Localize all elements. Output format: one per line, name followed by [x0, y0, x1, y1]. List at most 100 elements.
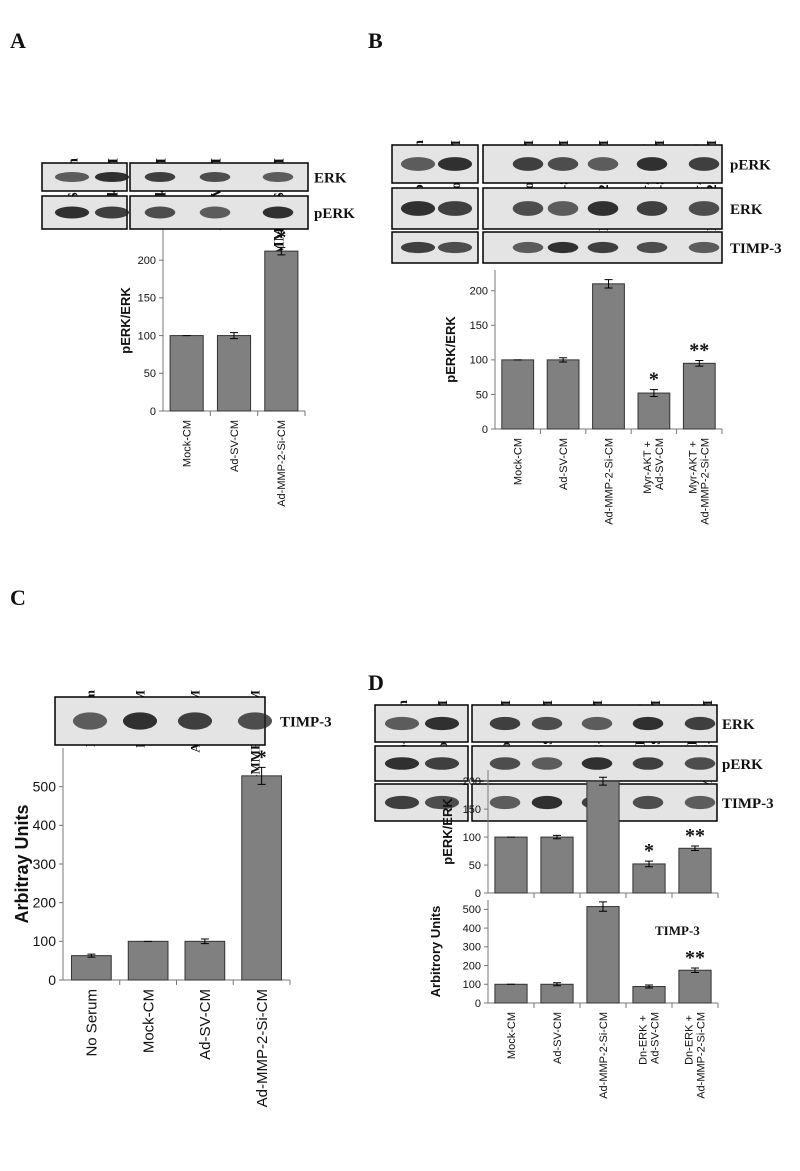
panel-letter: A: [10, 28, 26, 53]
y-tick-label: 200: [463, 776, 481, 788]
significance-mark: *: [649, 369, 659, 391]
error-bar: [553, 834, 561, 840]
y-tick-label: 0: [150, 406, 156, 418]
blot-band: [437, 157, 473, 171]
blot-band: [489, 795, 521, 810]
blot-band: [237, 712, 273, 730]
blot-label: ERK: [314, 170, 347, 186]
bar: [586, 906, 620, 1004]
x-tick-label: Ad-SV-CM: [229, 420, 241, 472]
bar: [632, 863, 666, 894]
y-axis-label: Arbitray Units: [12, 804, 32, 923]
x-tick-label: Ad-MMP-2-Si-CM: [603, 438, 615, 525]
x-tick-label: Dn-ERK + Ad-SV-CM: [637, 1012, 661, 1065]
y-axis-label: pERK/ERK: [443, 316, 458, 383]
blot-label: TIMP-3: [722, 796, 774, 812]
error-bar: [257, 766, 266, 785]
y-tick-label: 200: [470, 286, 488, 298]
blot-band: [587, 241, 619, 254]
blot-band: [262, 206, 294, 219]
error-bar: [200, 938, 209, 945]
panel-letter: B: [368, 28, 383, 53]
significance-mark: *: [257, 746, 267, 768]
blot-band: [636, 201, 668, 216]
blot-band: [489, 716, 521, 731]
bar: [241, 775, 282, 981]
y-axis-label: pERK/ERK: [118, 287, 133, 354]
blot-label: ERK: [722, 717, 755, 733]
x-tick-label: Mock-CM: [140, 989, 157, 1053]
blot-band: [688, 201, 720, 216]
significance-mark: *: [644, 840, 654, 862]
blot-band: [547, 241, 579, 254]
bar: [127, 940, 169, 981]
x-tick-label: Myr-AKT + Ad-MMP-2-Si-CM: [688, 438, 712, 525]
bar: [632, 986, 666, 1004]
blot-label: ERK: [730, 202, 763, 218]
y-axis-label: pERK/ERK: [440, 798, 455, 865]
error-bar: [604, 279, 613, 289]
blot-band: [547, 201, 579, 216]
blot-band: [424, 795, 460, 810]
blot-band: [684, 795, 716, 810]
blot-band: [512, 201, 544, 216]
blot-band: [199, 206, 231, 219]
annotation: TIMP-3: [655, 923, 700, 938]
bar: [586, 780, 620, 894]
blot-label: pERK: [730, 157, 771, 173]
y-tick-label: 300: [33, 856, 57, 872]
x-tick-label: Ad-MMP-2-Si-CM: [254, 989, 271, 1107]
blot-band: [177, 712, 213, 730]
y-tick-label: 400: [463, 923, 481, 935]
blot-band: [636, 241, 668, 254]
bar: [71, 955, 112, 981]
y-tick-label: 50: [144, 368, 156, 380]
blot-band: [489, 757, 521, 770]
error-bar: [553, 982, 561, 987]
bar: [678, 847, 712, 894]
y-tick-label: 100: [138, 330, 156, 342]
y-tick-label: 0: [482, 424, 488, 436]
blot-band: [531, 795, 563, 810]
blot-band: [531, 716, 563, 731]
bar: [592, 283, 625, 430]
x-tick-label: No Serum: [84, 989, 101, 1057]
bar: [494, 836, 528, 894]
error-bar: [277, 246, 286, 256]
bar: [637, 392, 671, 430]
significance-mark: *: [276, 226, 286, 248]
y-tick-label: 50: [469, 860, 481, 872]
bar: [546, 359, 580, 430]
x-tick-label: Ad-SV-CM: [197, 989, 214, 1060]
blot-band: [437, 201, 473, 216]
x-tick-label: Myr-AKT + Ad-SV-CM: [642, 438, 666, 494]
y-tick-label: 500: [33, 779, 57, 795]
blot-label: pERK: [314, 206, 355, 222]
x-tick-label: Ad-SV-CM: [552, 1012, 564, 1064]
blot-band: [94, 206, 130, 219]
y-tick-label: 300: [463, 942, 481, 954]
blot-band: [581, 716, 613, 731]
blot-band: [688, 157, 720, 171]
x-tick-label: Mock-CM: [182, 420, 194, 467]
blot-band: [632, 757, 664, 770]
y-tick-label: 0: [475, 888, 481, 900]
blot-band: [581, 757, 613, 770]
bar: [682, 362, 716, 430]
y-tick-label: 200: [138, 255, 156, 267]
blot-label: TIMP-3: [730, 241, 782, 257]
blot-band: [144, 171, 176, 183]
blot-band: [587, 157, 619, 171]
blot-band: [632, 716, 664, 731]
blot-band: [587, 201, 619, 216]
blot-label: pERK: [722, 757, 763, 773]
bar: [501, 359, 535, 430]
error-bar: [691, 845, 699, 852]
error-bar: [87, 953, 96, 958]
y-tick-label: 150: [470, 320, 488, 332]
y-tick-label: 100: [463, 832, 481, 844]
blot-band: [636, 157, 668, 171]
y-tick-label: 100: [33, 933, 57, 949]
y-tick-label: 500: [463, 904, 481, 916]
blot-band: [531, 757, 563, 770]
